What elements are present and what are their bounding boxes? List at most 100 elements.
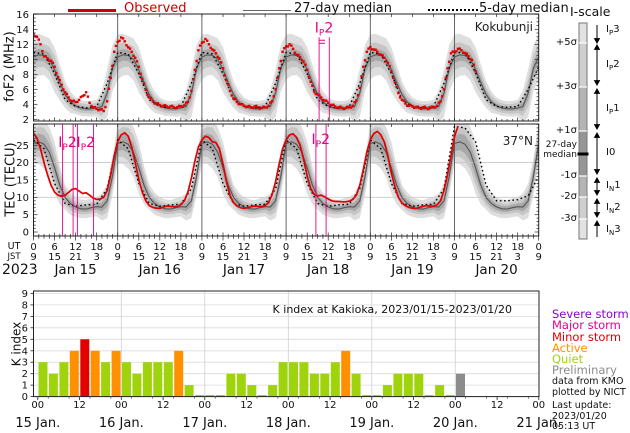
- i-scale-legend: I-scale +5σ +3σ: [540, 0, 630, 250]
- svg-text:0: 0: [115, 242, 121, 253]
- k-index-bar: [90, 350, 100, 397]
- svg-text:15 Jan.: 15 Jan.: [15, 416, 60, 431]
- svg-text:19 Jan.: 19 Jan.: [349, 416, 394, 431]
- fof2-y-axis-label: foF2 (MHz): [2, 31, 18, 102]
- svg-text:18: 18: [175, 242, 188, 253]
- svg-text:14: 14: [16, 25, 29, 36]
- k-index-bar: [299, 362, 309, 397]
- k-index-bar: [278, 362, 288, 397]
- svg-text:4: 4: [23, 100, 29, 111]
- k-index-bar: [362, 395, 372, 397]
- svg-text:18: 18: [343, 242, 356, 253]
- k-index-bar: [215, 395, 225, 397]
- svg-text:2023: 2023: [2, 262, 38, 278]
- k-index-bar: [163, 362, 173, 397]
- svg-text:2: 2: [22, 369, 28, 380]
- svg-text:15: 15: [217, 252, 230, 263]
- svg-text:21: 21: [69, 252, 82, 263]
- svg-text:16 Jan.: 16 Jan.: [99, 416, 144, 431]
- k-index-bar: [414, 373, 424, 397]
- k-index-bar: [122, 362, 131, 397]
- k-index-bar: [268, 385, 278, 397]
- svg-text:0: 0: [30, 242, 36, 253]
- svg-text:10: 10: [16, 193, 29, 204]
- fof2-median27-line: [33, 54, 539, 110]
- tec-plot-area: IP2 IP2 IP2: [33, 124, 539, 236]
- svg-text:12: 12: [73, 400, 86, 411]
- svg-text:21: 21: [322, 252, 335, 263]
- svg-text:UT: UT: [8, 241, 21, 252]
- svg-text:18: 18: [427, 242, 440, 253]
- k-index-bar: [257, 395, 267, 397]
- svg-text:3: 3: [178, 252, 184, 263]
- svg-text:9: 9: [22, 290, 28, 300]
- svg-text:3: 3: [515, 252, 521, 263]
- svg-text:12: 12: [157, 400, 170, 411]
- svg-text:17 Jan.: 17 Jan.: [182, 416, 227, 431]
- k-index-bar: [195, 395, 205, 397]
- k-legend-item: Quiet: [552, 352, 584, 367]
- svg-text:9: 9: [451, 252, 457, 263]
- svg-text:Jan 15: Jan 15: [53, 262, 96, 278]
- data-credits: data from KMO plotted by NICT: [552, 376, 626, 398]
- k-legend-item: Major storm: [552, 318, 621, 333]
- tec-y-axis-label: TEC (TECU): [3, 142, 19, 217]
- svg-text:Jan 18: Jan 18: [306, 262, 349, 278]
- svg-text:Jan 17: Jan 17: [222, 262, 265, 278]
- k-index-chart-title: K index at Kakioka, 2023/01/15-2023/01/2…: [272, 303, 512, 316]
- k-index-bar: [456, 373, 465, 397]
- k-index-bar: [424, 395, 434, 397]
- svg-text:15: 15: [132, 252, 145, 263]
- k-index-bar: [445, 395, 455, 397]
- svg-text:3: 3: [22, 358, 28, 369]
- svg-text:6: 6: [472, 242, 478, 253]
- median5-dotted-swatch: [428, 9, 478, 11]
- svg-text:00: 00: [31, 400, 44, 411]
- svg-text:3: 3: [430, 252, 436, 263]
- svg-text:Jan 19: Jan 19: [390, 262, 433, 278]
- svg-text:00: 00: [365, 400, 378, 411]
- svg-text:18: 18: [259, 242, 272, 253]
- tec-latitude-label: 37°N: [502, 134, 533, 148]
- svg-text:21: 21: [153, 252, 166, 263]
- svg-text:21: 21: [490, 252, 503, 263]
- svg-text:Jan 20: Jan 20: [474, 262, 517, 278]
- k-index-bar: [236, 373, 246, 397]
- k-index-bar: [351, 373, 361, 397]
- k-index-bar: [174, 350, 184, 397]
- svg-text:15: 15: [385, 252, 398, 263]
- svg-text:12: 12: [490, 242, 503, 253]
- level-ip1-label: IP1: [606, 103, 620, 116]
- k-index-bar: [132, 373, 142, 397]
- svg-text:12: 12: [406, 242, 419, 253]
- svg-text:12: 12: [16, 40, 29, 51]
- k-index-bar: [320, 373, 330, 397]
- svg-text:7: 7: [22, 312, 28, 323]
- k-index-bar: [372, 395, 382, 397]
- k-index-bar: [341, 350, 351, 397]
- i-scale-arrows: [593, 25, 601, 237]
- svg-text:00: 00: [282, 400, 295, 411]
- sigma-minus1-label: -1σ: [560, 170, 577, 181]
- svg-text:0: 0: [199, 242, 205, 253]
- k-index-bar: [153, 362, 163, 397]
- level-in2-label: IN2: [606, 202, 621, 215]
- svg-text:20: 20: [16, 158, 29, 169]
- svg-text:9: 9: [367, 252, 373, 263]
- svg-text:25: 25: [16, 141, 29, 152]
- k-index-bar: [205, 395, 215, 397]
- svg-text:15: 15: [16, 175, 29, 186]
- svg-text:12: 12: [322, 242, 335, 253]
- sigma-minus2-label: -2σ: [560, 191, 577, 202]
- k-index-bar: [101, 362, 111, 397]
- svg-text:5: 5: [22, 335, 28, 346]
- svg-text:6: 6: [51, 242, 57, 253]
- svg-text:00: 00: [532, 400, 545, 411]
- k-index-bar: [393, 373, 403, 397]
- k-index-bar: [59, 362, 69, 397]
- svg-text:5: 5: [23, 210, 29, 221]
- observed-line-swatch: [68, 9, 116, 12]
- k-index-bar: [435, 385, 445, 397]
